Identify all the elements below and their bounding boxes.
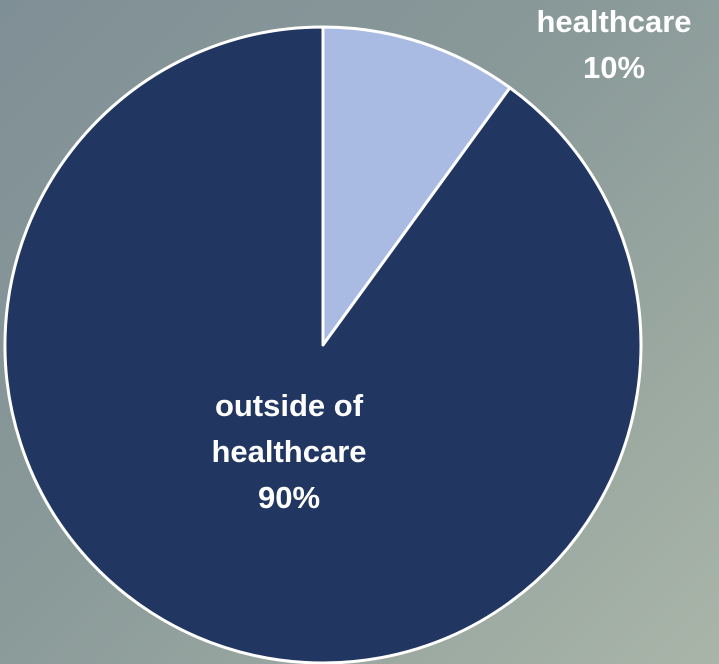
slice-label-line: 90% — [258, 480, 320, 515]
slice-label-0: healthcare 10% — [536, 4, 691, 85]
pie-labels: healthcare 10% outside of healthcare 90% — [211, 4, 691, 515]
slice-label-line: outside of — [215, 388, 364, 423]
slice-label-line: healthcare — [536, 4, 691, 39]
slice-label-line: healthcare — [211, 434, 366, 469]
pie-slice-1 — [3, 25, 643, 664]
slice-label-1: outside of healthcare 90% — [211, 388, 366, 515]
slice-label-line: 10% — [583, 50, 645, 85]
pie-slice-0 — [321, 25, 512, 347]
pie-slices — [3, 25, 643, 664]
